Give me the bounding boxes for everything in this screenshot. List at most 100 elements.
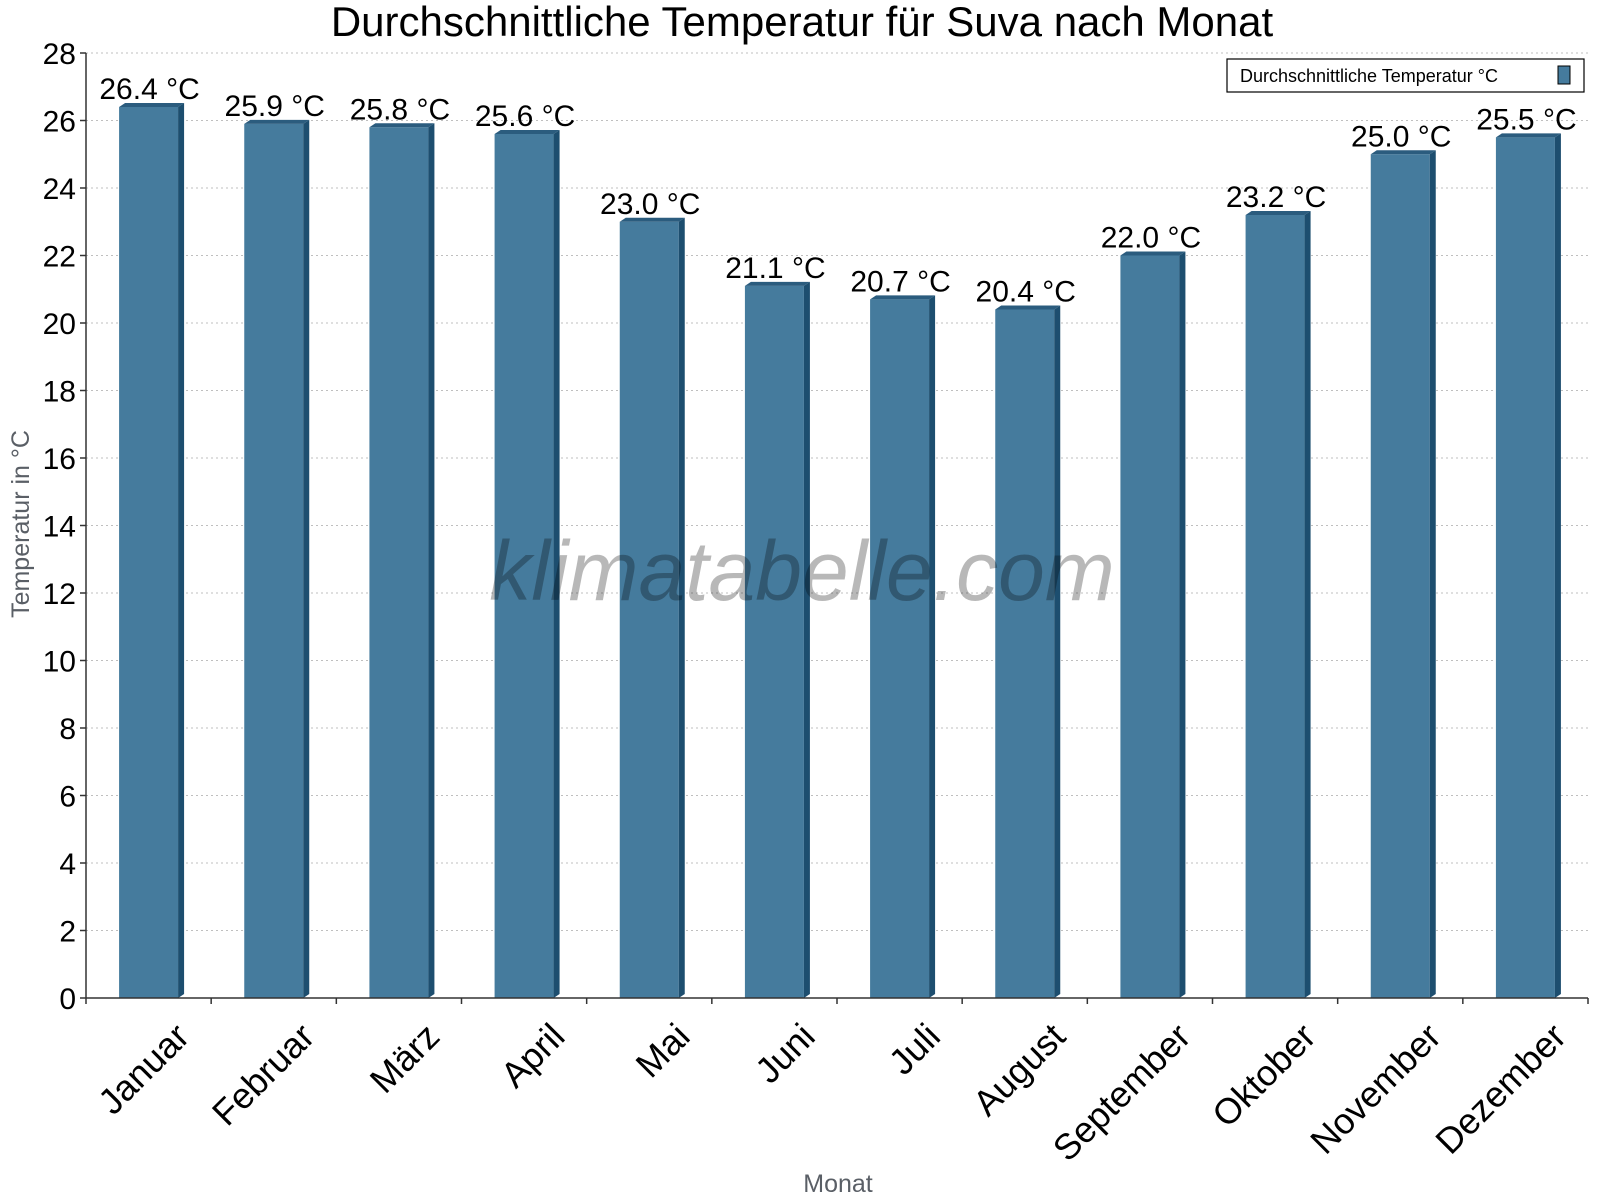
- bar-face: [1245, 215, 1305, 998]
- y-tick-label: 12: [43, 578, 76, 611]
- bar-side: [1179, 251, 1186, 998]
- x-axis-title: Monat: [803, 1170, 873, 1198]
- y-tick-label: 10: [43, 646, 76, 679]
- bar-top: [870, 295, 936, 300]
- y-tick-label: 26: [43, 106, 76, 139]
- bar-top: [1370, 150, 1436, 155]
- bar-face: [244, 123, 304, 998]
- bar-face: [619, 221, 679, 998]
- data-label: 25.9 °C: [225, 90, 325, 123]
- data-label: 22.0 °C: [1101, 222, 1201, 255]
- y-tick-label: 18: [43, 376, 76, 409]
- bar-mai: [619, 217, 685, 998]
- bar-top: [244, 119, 310, 124]
- bar-side: [1304, 211, 1311, 998]
- bar-februar: [244, 119, 310, 998]
- x-category-label: Juli: [881, 1015, 948, 1082]
- y-tick-label: 22: [43, 241, 76, 274]
- bar-top: [369, 123, 435, 128]
- data-label: 23.2 °C: [1226, 181, 1326, 214]
- data-label: 26.4 °C: [99, 73, 199, 106]
- bar-side: [1554, 133, 1561, 998]
- data-label: 21.1 °C: [725, 252, 825, 285]
- bar-juni: [744, 281, 810, 998]
- data-label: 25.0 °C: [1351, 120, 1451, 153]
- x-category-label: Oktober: [1204, 1015, 1324, 1135]
- legend-swatch: [1557, 65, 1571, 85]
- bar-januar: [119, 103, 185, 998]
- bar-face: [870, 299, 930, 998]
- bar-top: [995, 305, 1061, 310]
- y-tick-label: 20: [43, 308, 76, 341]
- bar-face: [494, 134, 554, 998]
- grid: [86, 52, 1588, 931]
- bar-face: [1370, 154, 1430, 998]
- x-category-label: November: [1302, 1015, 1448, 1161]
- x-category-label: August: [965, 1015, 1073, 1123]
- bar-oktober: [1245, 211, 1311, 998]
- bar-face: [119, 107, 179, 998]
- bar-top: [1245, 211, 1311, 215]
- x-category-label: Juni: [747, 1015, 823, 1091]
- data-label: 25.5 °C: [1476, 103, 1576, 136]
- y-tick-label: 14: [43, 511, 76, 544]
- bar-side: [553, 130, 560, 998]
- bar-top: [1495, 133, 1561, 138]
- y-tick-label: 2: [59, 916, 76, 949]
- x-category-label: Januar: [90, 1015, 197, 1122]
- bar-side: [929, 295, 936, 998]
- legend: Durchschnittliche Temperatur °C: [1226, 58, 1585, 93]
- bar-side: [803, 281, 810, 998]
- bar-april: [494, 130, 560, 998]
- x-category-label: März: [362, 1015, 448, 1101]
- x-category-label: Mai: [628, 1015, 698, 1085]
- y-tick-label: 0: [59, 983, 76, 1016]
- bar-face: [995, 309, 1055, 998]
- bar-side: [178, 103, 185, 998]
- bar-juli: [870, 295, 936, 998]
- chart-title: Durchschnittliche Temperatur für Suva na…: [331, 0, 1274, 45]
- x-category-label: September: [1045, 1015, 1199, 1169]
- bar-side: [1429, 150, 1436, 998]
- x-category-label: Dezember: [1427, 1015, 1573, 1161]
- bar-november: [1370, 150, 1436, 998]
- legend-label: Durchschnittliche Temperatur °C: [1240, 66, 1498, 86]
- bars: [119, 103, 1561, 998]
- bar-top: [619, 217, 685, 222]
- data-label: 20.7 °C: [850, 265, 950, 298]
- y-axis-title: Temperatur in °C: [7, 430, 35, 618]
- data-label: 23.0 °C: [600, 188, 700, 221]
- bar-face: [1495, 137, 1555, 998]
- legend-box: [1226, 58, 1585, 93]
- bar-face: [744, 285, 804, 998]
- y-tick-label: 4: [59, 848, 76, 881]
- bar-side: [428, 123, 435, 998]
- bar-dezember: [1495, 133, 1561, 998]
- bar-september: [1120, 251, 1186, 998]
- data-label: 20.4 °C: [976, 276, 1076, 309]
- bar-top: [494, 130, 560, 134]
- data-label: 25.6 °C: [475, 100, 575, 133]
- bar-märz: [369, 123, 435, 998]
- bar-top: [119, 103, 185, 107]
- x-category-label: Februar: [204, 1015, 322, 1133]
- bar-top: [744, 281, 810, 286]
- bar-face: [1120, 255, 1180, 998]
- y-tick-label: 28: [43, 38, 76, 71]
- bar-side: [1054, 305, 1061, 998]
- bar-side: [678, 217, 685, 998]
- bar-august: [995, 305, 1061, 998]
- bar-top: [1120, 251, 1186, 256]
- y-tick-label: 6: [59, 781, 76, 814]
- data-label: 25.8 °C: [350, 93, 450, 126]
- y-tick-label: 8: [59, 713, 76, 746]
- watermark: klimatabelle.com: [489, 524, 1115, 618]
- x-category-label: April: [492, 1015, 572, 1095]
- bar-side: [303, 119, 310, 998]
- y-tick-label: 24: [43, 173, 76, 206]
- y-tick-label: 16: [43, 443, 76, 476]
- bar-face: [369, 127, 429, 998]
- axes: [80, 52, 1589, 1004]
